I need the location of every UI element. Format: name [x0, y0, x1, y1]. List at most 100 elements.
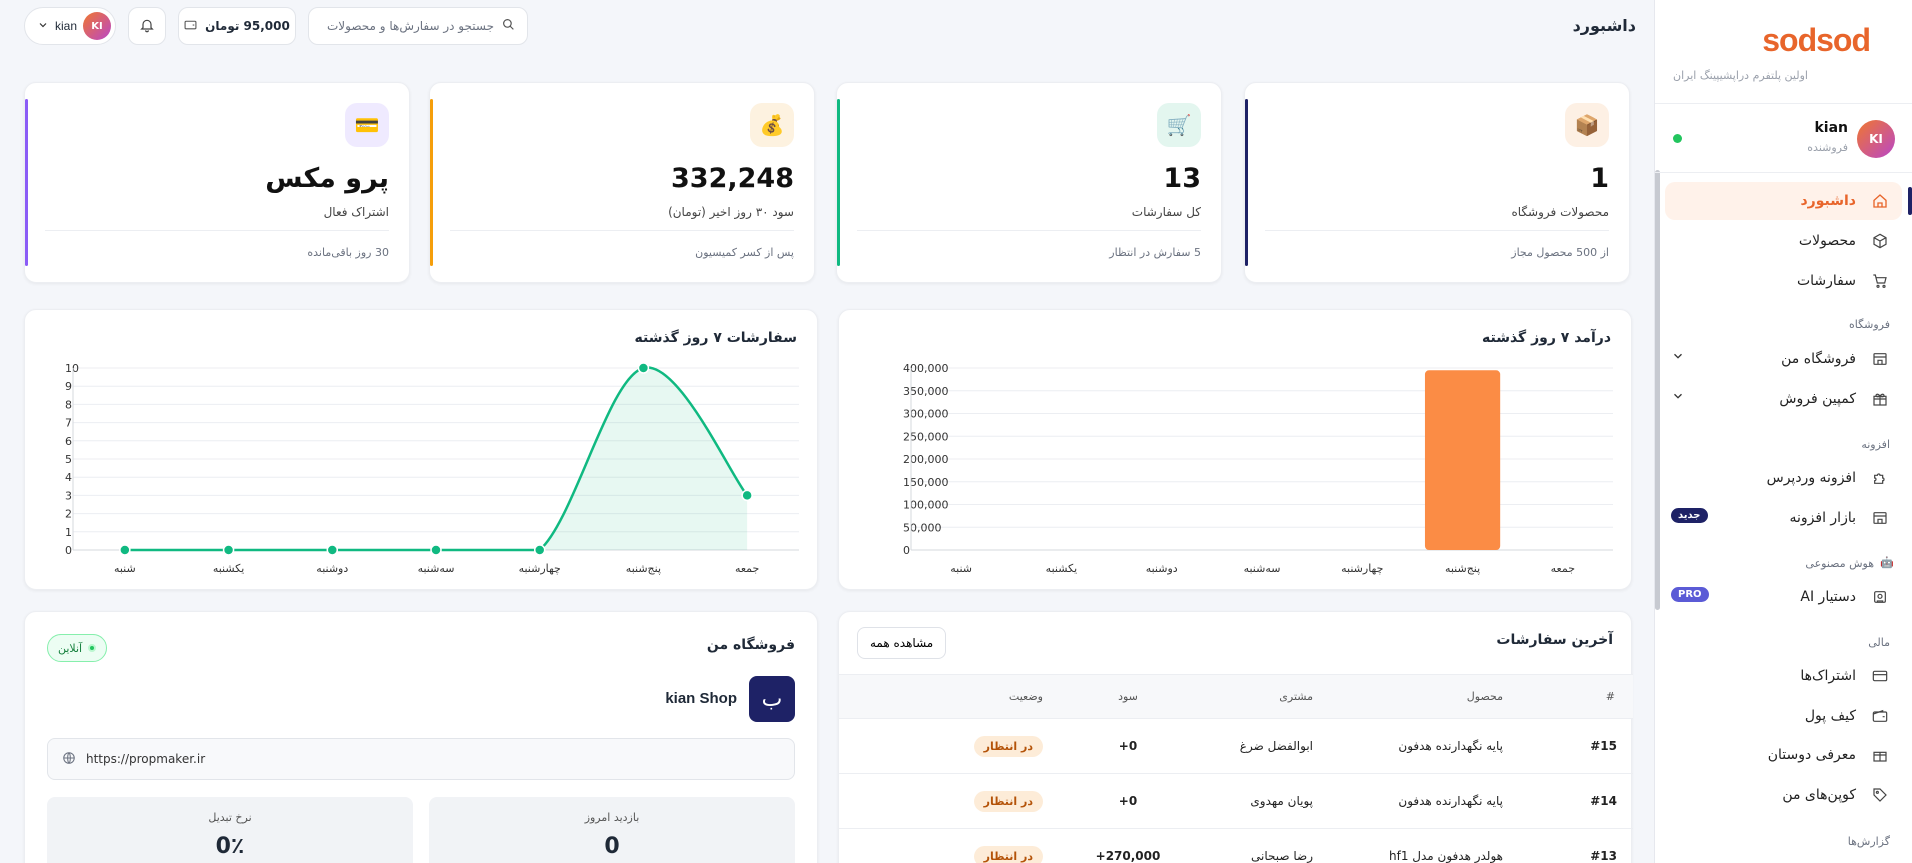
- column-header: #: [1583, 674, 1633, 719]
- y-tick-label: 2: [65, 508, 72, 521]
- orders-table: # محصول مشتری سود وضعیت #15 پایه نگهدارن…: [839, 674, 1633, 863]
- chevron-down-icon: [37, 19, 49, 34]
- today-visits-value: 0: [604, 834, 620, 859]
- stat-divider: [450, 230, 794, 231]
- order-customer: پویان مهدوی: [1193, 773, 1343, 829]
- order-id: #15: [1583, 718, 1633, 774]
- sidebar-item-plugin-market[interactable]: بازار افزونه جدید: [1665, 499, 1902, 537]
- sidebar-item-label: کمپین فروش: [1779, 391, 1856, 407]
- stat-subtext: 5 سفارش در انتظار: [1109, 246, 1201, 259]
- sidebar-item-dashboard[interactable]: داشبورد: [1665, 182, 1912, 220]
- sidebar-item-label: افزونه وردپرس: [1766, 470, 1856, 486]
- tag-icon: [1870, 785, 1890, 805]
- sidebar-item-coupons[interactable]: کوپن‌های من: [1665, 776, 1902, 814]
- avatar: KI: [1857, 120, 1895, 158]
- box-icon: [1870, 231, 1890, 251]
- area-fill: [124, 367, 748, 550]
- sidebar-item-label: دستیار AI: [1800, 589, 1856, 605]
- wallet-balance-text: 95,000 تومان: [205, 19, 290, 33]
- x-tick-label: سه‌شنبه: [418, 562, 455, 575]
- user-menu-button[interactable]: KI kian: [24, 7, 116, 45]
- search-box[interactable]: [308, 7, 528, 45]
- wallet-balance-button[interactable]: 95,000 تومان: [178, 7, 296, 45]
- search-input[interactable]: [324, 19, 494, 33]
- sidebar-scrollbar[interactable]: [1655, 170, 1660, 610]
- gift-icon: [1870, 389, 1890, 409]
- revenue-chart: 0 50,000 100,000 150,000 200,000 250,000 300,0…: [903, 362, 1613, 575]
- sidebar-item-wp-plugin[interactable]: افزونه وردپرس: [1665, 459, 1902, 497]
- orders-chart: 0 1 2 3 4 5 6 7 8 9 10 شنبه یکشنبه دوشنبه سه‌شنبه چهارش…: [65, 362, 799, 575]
- x-tick-label: دوشنبه: [316, 562, 348, 575]
- store-icon: [1870, 508, 1890, 528]
- bar: [1424, 370, 1501, 550]
- sidebar-item-subscriptions[interactable]: اشتراک‌ها: [1665, 657, 1902, 695]
- data-point: [119, 544, 131, 556]
- gift-icon: [1870, 745, 1890, 765]
- online-dot-icon: [88, 644, 97, 652]
- revenue-chart-card: درآمد ۷ روز گذشته 0 50,000 100,000 150,000 2…: [838, 309, 1632, 590]
- nav-section-finance: مالی: [1868, 636, 1890, 649]
- sidebar-item-ai-assistant[interactable]: دستیار AI PRO: [1665, 578, 1902, 616]
- sidebar-item-my-store[interactable]: فروشگاه من: [1665, 340, 1902, 378]
- y-tick-label: 0: [903, 544, 910, 557]
- stat-subtext: از 500 محصول مجاز: [1511, 246, 1609, 259]
- table-row[interactable]: #15 پایه نگهدارنده هدفون ابوالفضل ضرغ +0…: [839, 718, 1633, 774]
- order-profit: +0: [1063, 718, 1193, 774]
- sidebar-item-products[interactable]: محصولات: [1665, 222, 1902, 260]
- stat-label: کل سفارشات: [1131, 205, 1201, 219]
- y-tick-label: 3: [65, 489, 72, 502]
- my-store-title: فروشگاه من: [706, 637, 795, 653]
- user-role: فروشنده: [1807, 141, 1848, 154]
- store-url-field[interactable]: https://propmaker.ir: [47, 738, 795, 780]
- y-tick-label: 8: [65, 398, 72, 411]
- sidebar-item-label: سفارشات: [1796, 273, 1856, 289]
- chevron-down-icon[interactable]: [1671, 349, 1685, 367]
- x-tick-label: دوشنبه: [1146, 562, 1178, 575]
- search-icon: [502, 18, 515, 34]
- sidebar-user-card[interactable]: KI kian فروشنده: [1655, 103, 1912, 173]
- x-tick-label: شنبه: [114, 562, 136, 575]
- notifications-button[interactable]: [128, 7, 166, 45]
- status-badge: در انتظار: [973, 735, 1043, 757]
- sidebar: sodsod اولین پلتفرم دراپشیپینگ ایران KI …: [1654, 0, 1912, 863]
- sidebar-item-campaign[interactable]: کمپین فروش: [1665, 380, 1902, 418]
- wallet-icon: [1870, 706, 1890, 726]
- y-tick-label: 6: [65, 435, 72, 448]
- y-tick-label: 7: [65, 417, 72, 430]
- table-row[interactable]: #13 هولدر هدفون مدل hf1 رضا صبحانی +270,…: [839, 828, 1633, 863]
- ai-chip-icon: [1870, 587, 1890, 607]
- y-tick-label: 9: [65, 380, 72, 393]
- sidebar-item-referral[interactable]: معرفی دوستان: [1665, 736, 1902, 774]
- order-product: هولدر هدفون مدل hf1: [1343, 828, 1583, 863]
- y-tick-label: 100,000: [903, 499, 949, 512]
- stat-value: 1: [1590, 163, 1609, 194]
- pro-badge: PRO: [1671, 587, 1709, 602]
- sidebar-item-label: کوپن‌های من: [1782, 787, 1856, 803]
- y-tick-label: 1: [65, 526, 72, 539]
- brand-logo[interactable]: sodsod: [1762, 22, 1871, 58]
- sidebar-item-wallet[interactable]: کیف پول: [1665, 697, 1902, 735]
- home-icon: [1870, 191, 1890, 211]
- store-logo: ب: [749, 676, 795, 722]
- x-tick-label: جمعه: [735, 562, 759, 575]
- conversion-rate-label: نرخ تبدیل: [208, 811, 252, 824]
- y-tick-label: 350,000: [903, 385, 949, 398]
- x-tick-label: پنج‌شنبه: [626, 562, 661, 575]
- store-name: kian Shop: [665, 690, 737, 707]
- x-tick-label: پنج‌شنبه: [1445, 562, 1480, 575]
- view-all-button[interactable]: مشاهده همه: [857, 627, 947, 659]
- chevron-down-icon[interactable]: [1671, 389, 1685, 407]
- order-profit-value: +270,000: [1095, 849, 1161, 863]
- store-url[interactable]: https://propmaker.ir: [86, 752, 206, 766]
- stat-label: سود ۳۰ روز اخیر (تومان): [668, 205, 794, 219]
- stat-accent: [25, 99, 28, 266]
- table-row[interactable]: #14 پایه نگهدارنده هدفون پویان مهدوی +0 …: [839, 773, 1633, 829]
- nav-section-store: فروشگاه: [1848, 318, 1890, 331]
- credit-card-icon: [1870, 666, 1890, 686]
- order-product: پایه نگهدارنده هدفون: [1343, 718, 1583, 774]
- sidebar-item-label: فروشگاه من: [1781, 351, 1856, 367]
- today-visits-label: بازدید امروز: [584, 811, 640, 824]
- table-header-row: # محصول مشتری سود وضعیت: [839, 674, 1633, 719]
- sidebar-item-orders[interactable]: سفارشات: [1665, 262, 1902, 300]
- chart-title: سفارشات ۷ روز گذشته: [634, 330, 797, 346]
